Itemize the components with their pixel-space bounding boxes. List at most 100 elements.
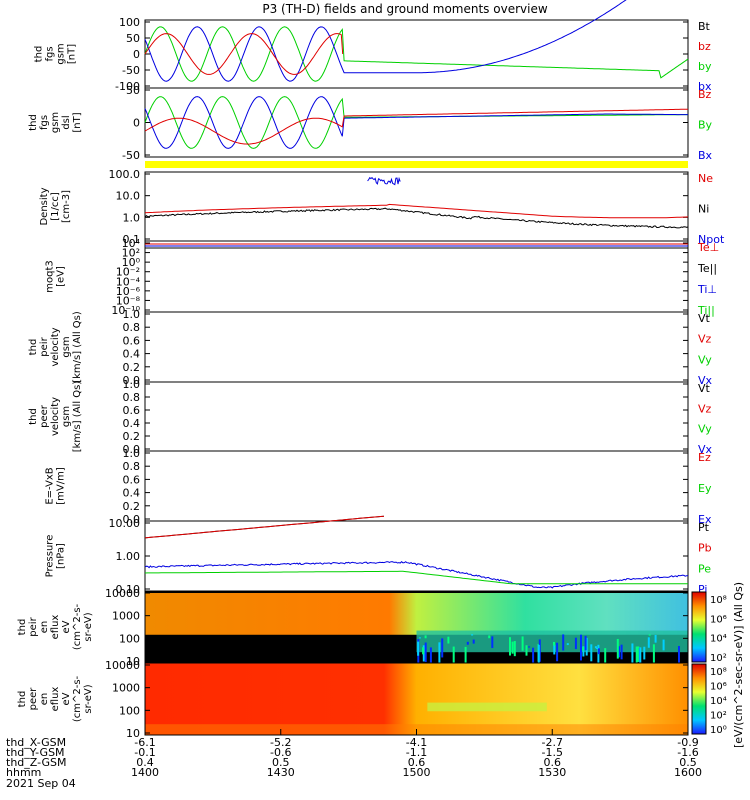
x-tick-label: -0.6 <box>270 746 291 759</box>
axis-title: (cm^2-s- <box>72 675 83 722</box>
colorbar <box>691 663 707 735</box>
spectrogram-cell <box>418 637 421 639</box>
spectrogram-cell <box>654 634 657 643</box>
spectrogram-cell <box>678 646 680 674</box>
spectrogram-cell <box>441 638 444 658</box>
spectrogram-cell <box>618 646 620 658</box>
x-tick-label: 0.6 <box>408 756 426 769</box>
x-tick-label: 1430 <box>267 766 295 779</box>
axis-title: [km/s] (All Qs) <box>72 381 83 453</box>
legend-entry: Ez <box>698 451 711 464</box>
tick-label: 10 <box>126 655 140 668</box>
x-tick-label: -6.1 <box>134 736 155 749</box>
axis-title: peer <box>28 687 39 711</box>
spectrogram-cell <box>590 644 593 662</box>
spectrogram-band <box>416 630 688 653</box>
legend-entry: Ti|| <box>697 304 715 317</box>
axis-title: [mV/m] <box>56 467 67 505</box>
tick-label: 0.2 <box>123 361 141 374</box>
axis-title: sr-eV) <box>83 612 94 641</box>
spectrogram-cell <box>637 646 640 662</box>
axis-title: thd <box>28 114 39 131</box>
tick-label: 0.6 <box>123 473 141 486</box>
spectrogram-cell <box>471 634 474 636</box>
colorbar-tick: 10⁴ <box>710 634 727 645</box>
x-tick-label: 1400 <box>131 766 159 779</box>
legend-entry: Te⊥ <box>697 241 719 254</box>
x-tick-label: 1500 <box>403 766 431 779</box>
spectrogram-cell <box>631 643 634 663</box>
spectrogram-cell <box>643 646 646 660</box>
x-row-label: hhmm <box>6 766 41 779</box>
spectrogram-cell <box>574 637 577 650</box>
spectrogram-cell <box>556 642 559 662</box>
spectrogram-cell <box>424 642 427 662</box>
panel-frame <box>144 311 689 383</box>
spectrogram-cell <box>553 644 556 655</box>
tick-label: 1.00 <box>116 550 141 563</box>
tick-label: 1.0 <box>123 447 141 460</box>
panel-3: 100.0 10.0 1.0 0.1 Density [1/cc] [cm-3] Ne Ni Np… <box>39 168 725 246</box>
axis-title: velocity <box>50 397 61 436</box>
panel-8: 10.00 1.00 0.10 Pressure [nPa] Pt Pb Pe Pi <box>45 515 712 596</box>
trace-Npot <box>367 176 401 186</box>
spectrogram-cell <box>464 646 467 668</box>
legend-entry: Vz <box>698 402 712 415</box>
axis-title: [nPa] <box>56 543 67 569</box>
legend-entry: Vy <box>698 353 712 366</box>
spectrogram-cell <box>616 638 619 659</box>
panel-5: 1.00.80.60.40.20.0 thd peir velocity gsm [km/… <box>28 308 713 387</box>
axis-title: fgs <box>39 115 50 130</box>
spectrogram-cell <box>509 637 511 656</box>
legend-entry: Bt <box>698 20 711 33</box>
panel-frame <box>144 450 689 522</box>
axis-title: thd <box>28 339 39 356</box>
spectrogram-band <box>145 593 688 635</box>
axis-title: [km/s] (All Qs) <box>72 311 83 383</box>
legend-entry: Pt <box>698 521 710 534</box>
legend-entry: Ey <box>698 482 712 495</box>
tick-label: 0.2 <box>123 500 141 513</box>
axis-title: eflux <box>50 615 61 640</box>
tick-label: 10⁻⁴ <box>116 275 141 288</box>
legend-entry: Vx <box>698 443 713 456</box>
spectrogram-band <box>427 702 547 712</box>
flag-bar <box>145 161 688 168</box>
legend-entry: Vt <box>698 312 711 325</box>
legend-entry: Pe <box>698 562 711 575</box>
colorbar-tick: 10² <box>710 653 727 664</box>
tick-label: 10⁻² <box>116 266 140 279</box>
spectrogram-cell <box>584 635 587 651</box>
tick-label: 0.8 <box>123 460 141 473</box>
spectrogram-cell <box>604 648 607 674</box>
spectrogram-cell <box>513 641 516 657</box>
axis-title: thd <box>17 619 28 636</box>
axis-title: peir <box>28 616 39 636</box>
spectrogram-cell <box>562 634 565 651</box>
tick-label: 100 <box>119 704 140 717</box>
axis-title: eflux <box>50 687 61 712</box>
tick-label: 0.4 <box>123 487 141 500</box>
legend-entry: Vy <box>698 423 712 436</box>
axis-title: eV <box>61 692 72 705</box>
tick-label: 10 <box>126 727 140 740</box>
colorbar-tick: 10⁶ <box>710 614 727 625</box>
colorbar-tick: 10⁸ <box>710 667 727 678</box>
spectrogram-cell <box>596 647 599 650</box>
tick-label: 0.4 <box>123 417 141 430</box>
spectrogram-cell <box>488 635 491 639</box>
spectrogram-cell <box>422 647 425 655</box>
axis-title: [cm-3] <box>61 190 72 223</box>
spectrogram-cell <box>553 641 555 646</box>
axis-title: gsm <box>61 336 72 357</box>
colorbar-tick: 10² <box>710 711 727 722</box>
tick-label: 1.0 <box>123 308 141 321</box>
tick-label: 10.0 <box>116 190 141 203</box>
trace-By <box>144 96 688 149</box>
spectrogram-cell <box>662 639 665 651</box>
axis-title: thd <box>28 408 39 425</box>
spectrogram-cell <box>597 644 600 669</box>
legend-entry: Vz <box>698 333 712 346</box>
axis-title: peir <box>39 336 50 356</box>
